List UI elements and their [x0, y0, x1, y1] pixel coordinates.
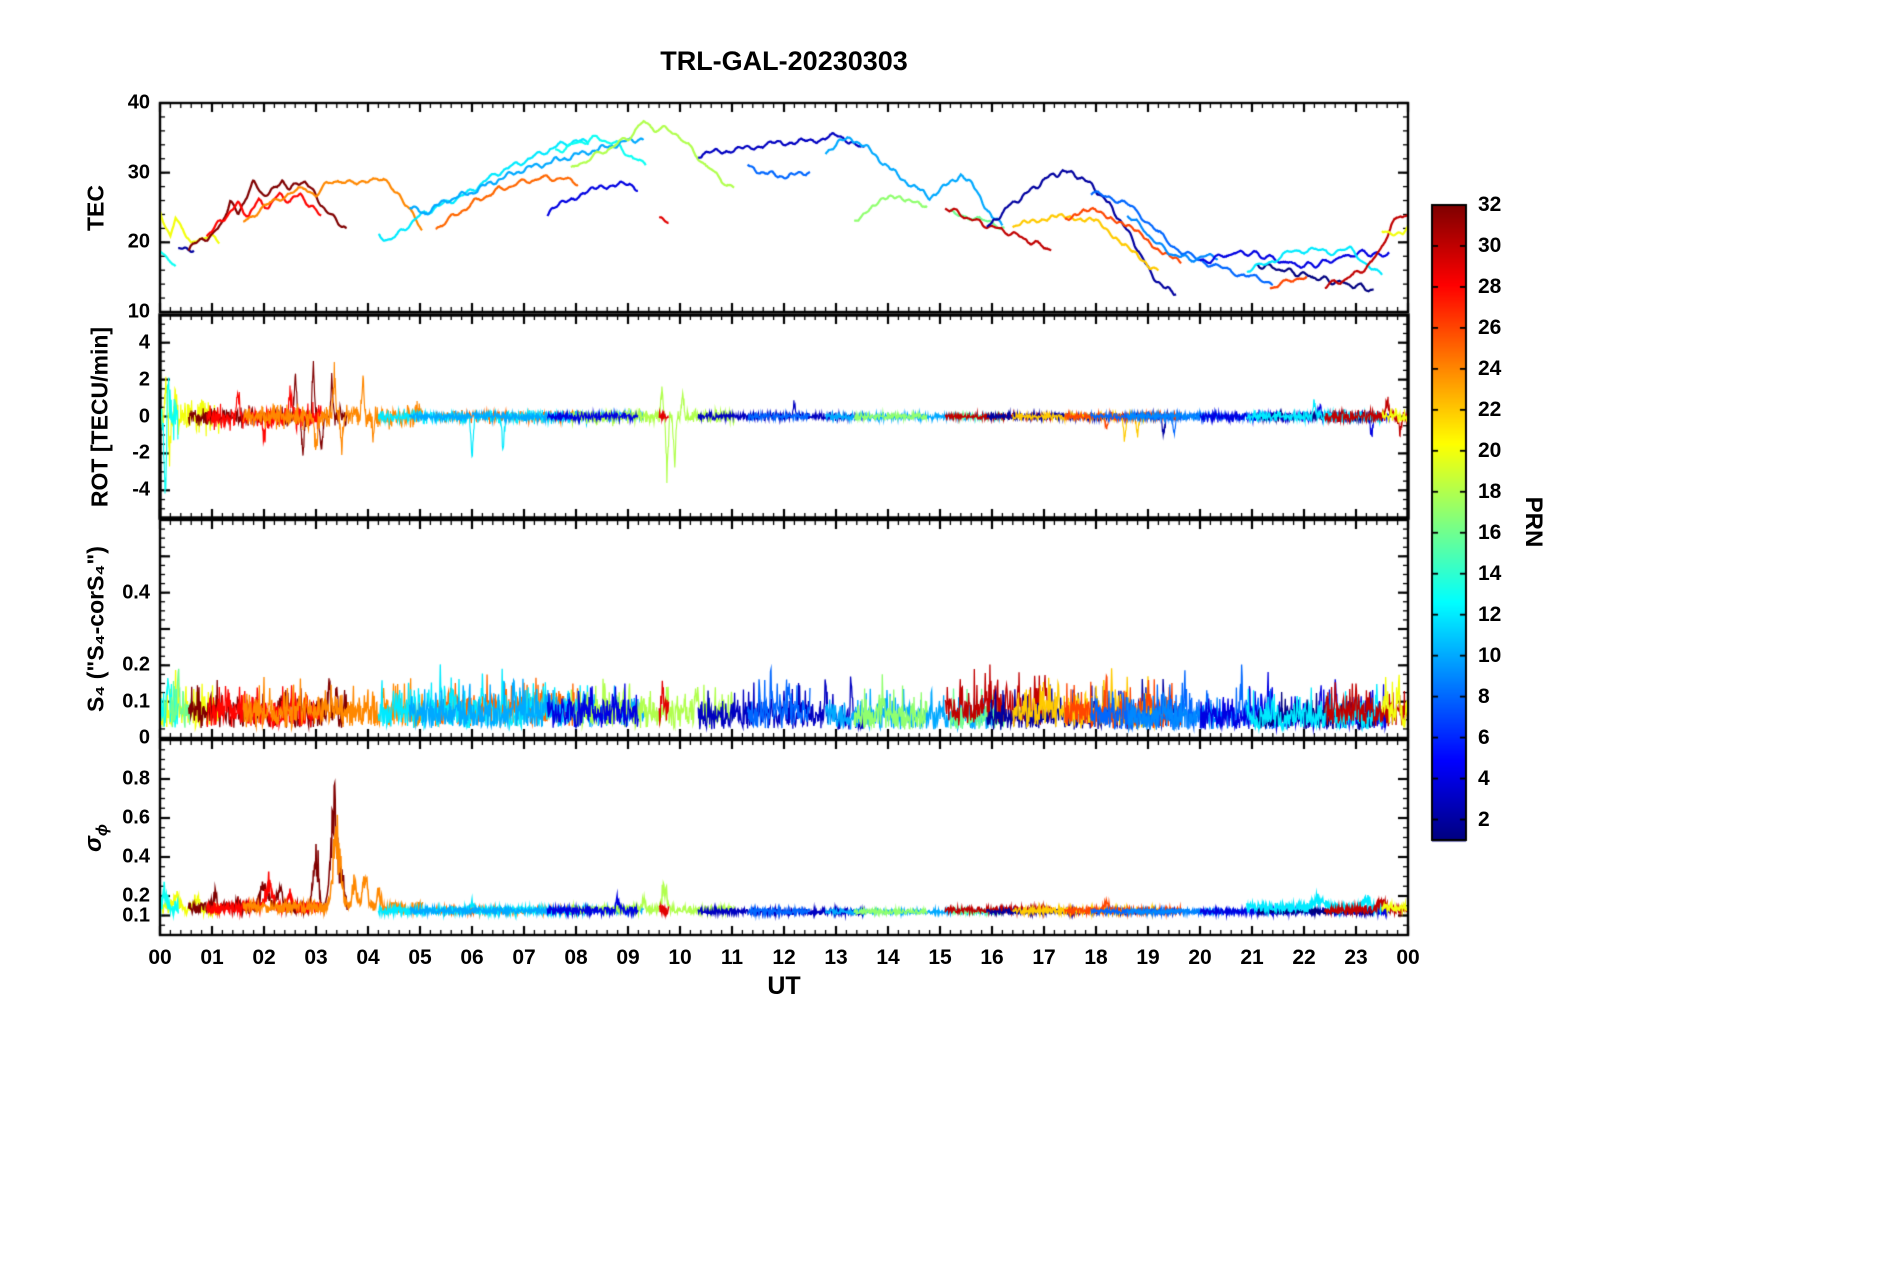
x-tick-label: 22	[1292, 946, 1316, 969]
x-tick-label: 05	[408, 946, 432, 969]
colorbar-tick-label: 12	[1478, 602, 1502, 626]
colorbar-tick-label: 30	[1478, 233, 1502, 257]
colorbar-tick-label: 28	[1478, 274, 1502, 298]
sigma-phi-axis-label: σϕ	[80, 824, 112, 852]
y-tick-label: 10	[127, 300, 150, 323]
s4-axis-label: S₄ ("S₄-corS₄")	[82, 546, 109, 712]
y-tick-label: -2	[132, 441, 150, 464]
y-tick-label: -4	[132, 478, 150, 501]
colorbar-tick-label: 6	[1478, 725, 1490, 749]
colorbar-tick-label: 18	[1478, 479, 1502, 503]
colorbar-tick-label: 24	[1478, 356, 1502, 380]
x-tick-label: 17	[1032, 946, 1056, 969]
x-tick-label: 02	[252, 946, 276, 969]
phi-subscript: ϕ	[93, 823, 111, 837]
rot-axis-label: ROT [TECU/min]	[86, 326, 113, 508]
x-tick-label: 23	[1344, 946, 1368, 969]
colorbar-tick-label: 22	[1478, 397, 1502, 421]
x-tick-label: 19	[1136, 946, 1160, 969]
x-tick-label: 07	[512, 946, 536, 969]
y-tick-label: 0.2	[122, 653, 150, 676]
colorbar-label: PRN	[1520, 496, 1547, 548]
x-tick-label: 21	[1240, 946, 1264, 969]
y-tick-label: 40	[127, 91, 150, 114]
x-tick-label: 16	[980, 946, 1004, 969]
colorbar-tick-label: 4	[1478, 766, 1490, 790]
y-tick-label: 0.1	[122, 904, 150, 926]
x-tick-label: 10	[668, 946, 692, 969]
x-tick-label: 09	[616, 946, 640, 969]
colorbar-tick-label: 2	[1478, 807, 1490, 831]
x-tick-label: 18	[1084, 946, 1108, 969]
y-tick-label: 0.4	[122, 845, 150, 868]
x-tick-label: 00	[1396, 946, 1420, 969]
y-tick-label: 0.8	[122, 767, 150, 790]
y-tick-label: 2	[138, 368, 150, 391]
x-axis-label: UT	[767, 972, 801, 1000]
x-tick-label: 11	[720, 946, 744, 969]
x-tick-label: 03	[304, 946, 328, 969]
x-tick-label: 00	[148, 946, 172, 969]
y-tick-label: 0	[138, 405, 150, 427]
colorbar-tick-label: 20	[1478, 438, 1502, 462]
y-tick-label: 30	[127, 161, 150, 184]
x-tick-label: 01	[200, 946, 224, 969]
x-tick-label: 15	[928, 946, 952, 969]
chart-title: TRL-GAL-20230303	[660, 46, 908, 76]
colorbar-tick-label: 10	[1478, 643, 1502, 667]
x-tick-label: 08	[564, 946, 588, 969]
colorbar-tick-label: 16	[1478, 520, 1502, 544]
colorbar-tick-label: 8	[1478, 684, 1490, 708]
x-tick-label: 14	[876, 946, 900, 969]
x-tick-label: 12	[772, 946, 796, 969]
y-tick-label: 0.4	[122, 581, 150, 604]
colorbar-tick-label: 32	[1478, 193, 1502, 216]
x-tick-label: 20	[1188, 946, 1212, 969]
tec-axis-label: TEC	[82, 185, 109, 231]
y-tick-label: 0.2	[122, 884, 150, 907]
y-tick-label: 0	[138, 726, 150, 749]
x-tick-label: 04	[356, 946, 380, 969]
y-tick-label: 0.6	[122, 806, 150, 829]
x-tick-label: 06	[460, 946, 484, 969]
colorbar-tick-label: 14	[1478, 561, 1502, 585]
y-tick-label: 4	[138, 331, 150, 354]
x-tick-label: 13	[824, 946, 848, 969]
sigma-symbol: σ	[80, 836, 108, 853]
colorbar-tick-label: 26	[1478, 315, 1502, 339]
y-tick-label: 20	[127, 230, 150, 253]
y-tick-label: 0.1	[122, 690, 150, 713]
